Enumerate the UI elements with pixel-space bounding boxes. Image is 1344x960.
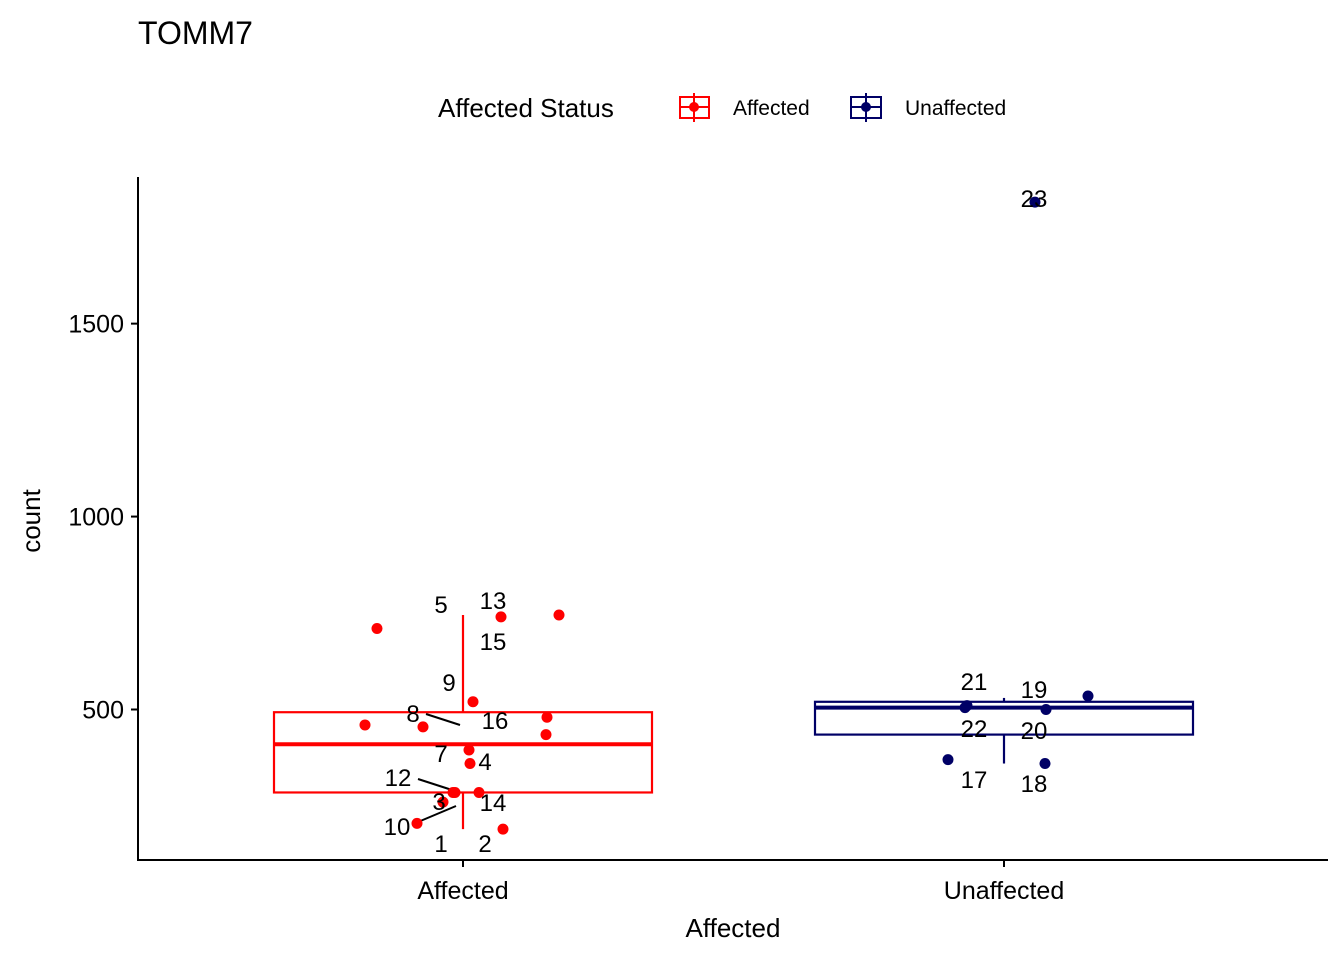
point-label: 21 [961, 669, 988, 696]
point-label: 8 [406, 701, 419, 728]
point-label: 18 [1021, 771, 1048, 798]
data-point [495, 611, 507, 623]
point-label: 2 [478, 831, 491, 858]
point-label: 23 [1021, 186, 1048, 213]
data-point [959, 702, 971, 714]
point-label: 10 [384, 814, 411, 841]
label-leader-line [425, 713, 461, 726]
label-leader-line [417, 805, 457, 823]
point-label: 12 [385, 765, 412, 792]
y-tick-label: 1500 [68, 311, 124, 339]
point-label: 19 [1021, 677, 1048, 704]
legend-key-unaffected [850, 93, 882, 122]
data-point [1040, 704, 1052, 716]
legend-title: Affected Status [438, 93, 614, 123]
box-unaffected [813, 700, 1195, 736]
data-point [467, 696, 479, 708]
data-point [411, 817, 423, 829]
point-label: 17 [961, 767, 988, 794]
legend: Affected Status Affected Unaffected [438, 93, 1006, 123]
x-axis-title: Affected [686, 913, 781, 943]
x-axis-ticks: Affected Unaffected [417, 860, 1064, 905]
x-tick-label: Unaffected [944, 877, 1064, 905]
legend-label-unaffected: Unaffected [905, 97, 1006, 120]
legend-label-affected: Affected [733, 97, 810, 120]
data-point [464, 758, 476, 770]
data-point [417, 721, 429, 733]
data-point [541, 711, 553, 723]
box-affected [272, 711, 654, 794]
point-label: 3 [432, 789, 445, 816]
data-point [1039, 758, 1051, 770]
point-label: 13 [480, 588, 507, 615]
data-point [371, 622, 383, 634]
data-point [1082, 690, 1094, 702]
point-label: 1 [434, 831, 447, 858]
point-label: 15 [480, 629, 507, 656]
x-tick-label: Affected [417, 877, 508, 905]
data-point [463, 744, 475, 756]
y-tick-label: 1000 [68, 504, 124, 532]
axes: 500 1000 1500 Affected Unaffected [68, 177, 1328, 905]
y-tick-label: 500 [82, 697, 124, 725]
chart-title: TOMM7 [138, 15, 253, 51]
point-label: 20 [1021, 718, 1048, 745]
data-point [1029, 196, 1041, 208]
data-point [473, 786, 485, 798]
data-point [359, 719, 371, 731]
point-label: 4 [478, 749, 491, 776]
data-point [942, 754, 954, 766]
label-leader-line [417, 778, 453, 791]
data-point [540, 729, 552, 741]
series-unaffected: 17 18 19 20 21 22 23 [813, 186, 1195, 798]
point-label: 14 [480, 790, 507, 817]
point-label: 5 [434, 592, 447, 619]
point-label: 9 [442, 670, 455, 697]
data-point [497, 823, 509, 835]
point-label: 7 [434, 741, 447, 768]
data-point [553, 609, 565, 621]
data-point [437, 796, 449, 808]
data-point [449, 786, 461, 798]
y-axis-title: count [16, 488, 46, 552]
point-label: 16 [482, 708, 509, 735]
legend-key-affected [679, 93, 710, 122]
point-label: 22 [961, 716, 988, 743]
y-axis-ticks: 500 1000 1500 [68, 311, 138, 725]
